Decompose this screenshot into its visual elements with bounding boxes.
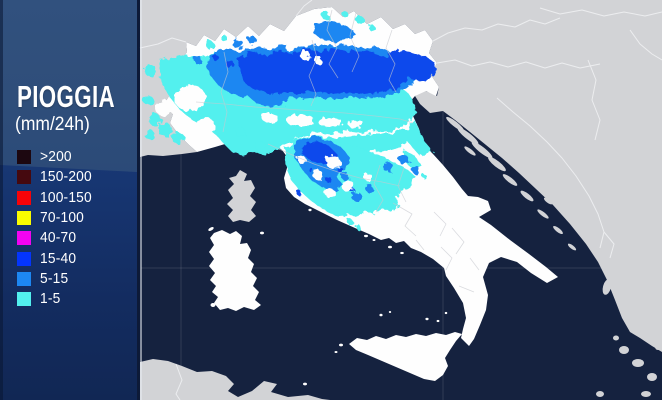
legend-item: 5-15: [17, 269, 95, 289]
legend-label: 15-40: [40, 250, 77, 267]
land-sardinia: [209, 230, 261, 311]
legend-swatch: [17, 150, 31, 165]
land-sicily: [349, 332, 462, 381]
legend-swatch: [17, 231, 31, 246]
legend-item: 40-70: [17, 228, 95, 248]
legend-label: >200: [40, 149, 72, 166]
region-borders: [195, 9, 480, 293]
legend-item: 70-100: [17, 208, 95, 228]
legend-item: 1-5: [17, 289, 95, 309]
legend-label: 1-5: [40, 291, 61, 308]
croatian-islands: [446, 116, 577, 251]
map-svg: [137, 0, 662, 400]
land-europe: [140, 0, 662, 352]
legend-units: (mm/24h): [15, 114, 90, 135]
legend: >200 150-200 100-150 70-100 40-70 15-40 5-15 1-…: [17, 147, 95, 309]
border-tunisia-algeria: [175, 363, 183, 400]
land-tunisia: [140, 359, 330, 400]
legend-swatch: [17, 170, 31, 185]
rain-overlay: [143, 11, 436, 230]
legend-label: 100-150: [40, 189, 92, 206]
legend-swatch: [17, 292, 31, 307]
greek-islands: [596, 279, 661, 397]
page-title: PIOGGIA: [17, 79, 116, 114]
rain-dry-holes: [155, 44, 372, 198]
legend-swatch: [17, 211, 31, 226]
italy-rain-map: [137, 0, 662, 400]
legend-label: 40-70: [40, 230, 77, 247]
legend-label: 5-15: [40, 270, 69, 287]
country-borders: [139, 0, 662, 259]
legend-label: 150-200: [40, 169, 92, 186]
legend-item: 100-150: [17, 188, 95, 208]
small-islands: [208, 195, 448, 386]
legend-swatch: [17, 271, 31, 286]
legend-item: 15-40: [17, 248, 95, 268]
map-edge-strip: [137, 0, 141, 400]
legend-panel: PIOGGIA (mm/24h) >200 150-200 100-150 70-10…: [0, 0, 137, 400]
legend-swatch: [17, 190, 31, 205]
land-corsica: [227, 170, 256, 222]
rain-band-15-40: [213, 48, 436, 196]
legend-item: >200: [17, 147, 95, 167]
legend-label: 70-100: [40, 210, 85, 227]
legend-item: 150-200: [17, 167, 95, 187]
legend-swatch: [17, 251, 31, 266]
